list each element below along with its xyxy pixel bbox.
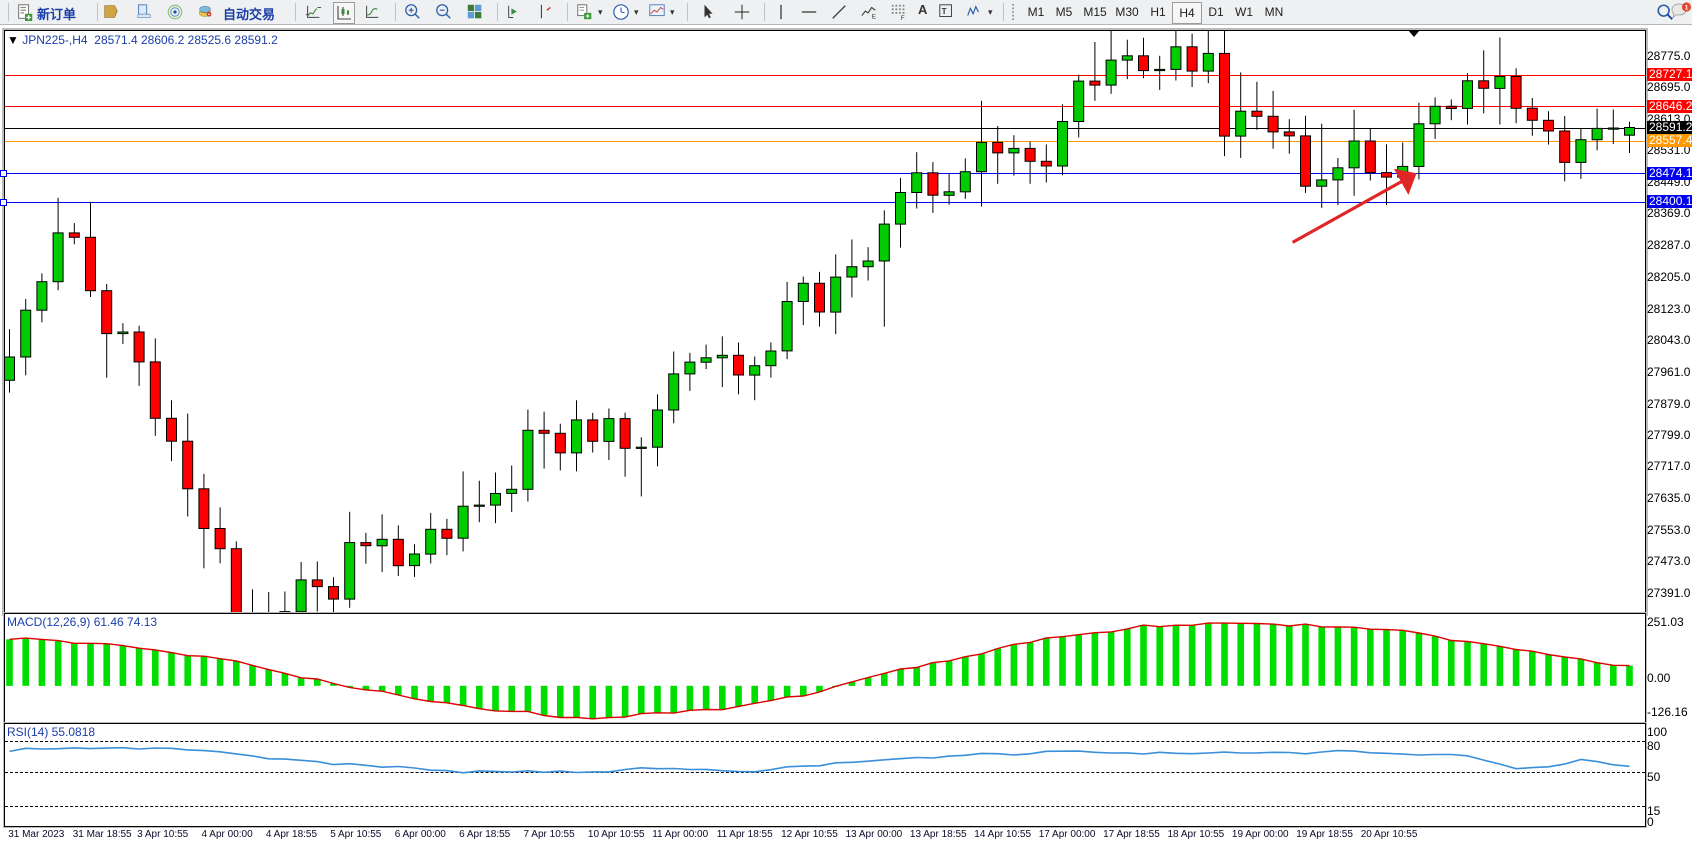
svg-text:E: E	[872, 13, 876, 20]
svg-text:F: F	[901, 15, 905, 21]
svg-text:T: T	[942, 7, 947, 16]
svg-text:1: 1	[1685, 5, 1689, 12]
